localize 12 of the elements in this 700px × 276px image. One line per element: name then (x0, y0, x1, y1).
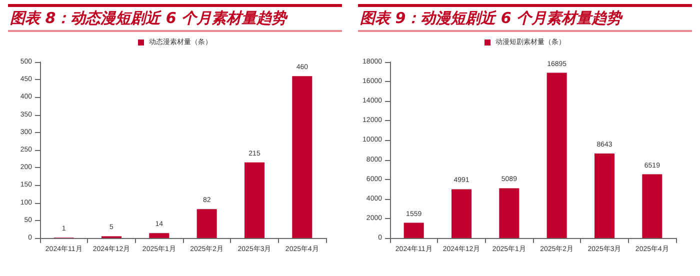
bar (404, 222, 424, 238)
bar (546, 72, 567, 238)
bar (499, 188, 520, 238)
bar (594, 153, 615, 238)
bar (244, 162, 265, 238)
bar (149, 233, 170, 238)
bar (642, 174, 662, 238)
chart-title: 图表 9：动漫短剧近 6 个月素材量趋势 (358, 4, 692, 32)
bar (196, 209, 217, 238)
bar (451, 189, 472, 238)
bar (292, 76, 312, 238)
chart-title: 图表 8：动态漫短剧近 6 个月素材量趋势 (8, 4, 342, 32)
